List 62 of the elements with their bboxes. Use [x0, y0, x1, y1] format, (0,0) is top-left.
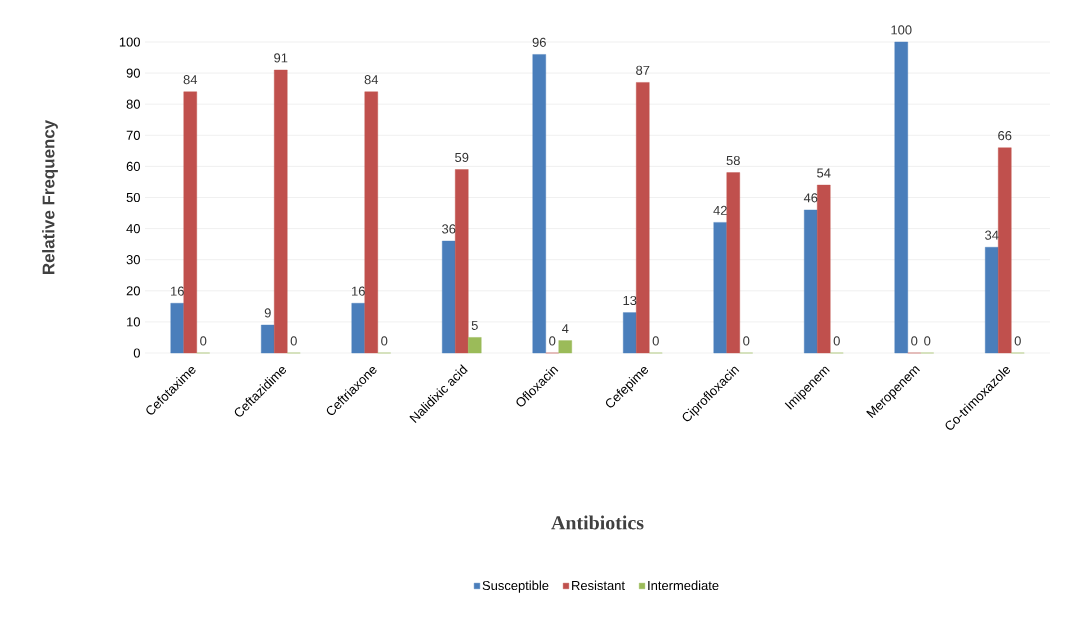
data-label: 96 — [532, 37, 546, 47]
bar — [894, 41, 908, 354]
data-label: 0 — [911, 336, 918, 346]
bar — [636, 82, 650, 354]
bar — [726, 172, 740, 354]
legend-label: Intermediate — [648, 580, 719, 591]
y-axis-title: Relative Frequency — [42, 119, 58, 275]
y-tick-label: 80 — [126, 99, 140, 109]
data-label: 5 — [471, 320, 478, 330]
data-label: 54 — [817, 168, 831, 178]
bar — [183, 91, 197, 354]
y-tick-label: 70 — [126, 130, 140, 140]
data-label: 0 — [1014, 336, 1021, 346]
bar — [170, 303, 184, 354]
y-tick-label: 30 — [126, 255, 140, 265]
data-label: 84 — [364, 75, 379, 85]
bar — [468, 337, 482, 354]
bar — [985, 247, 999, 354]
y-tick-label: 40 — [126, 224, 140, 234]
data-label: 66 — [998, 131, 1012, 141]
data-label: 9 — [264, 308, 271, 318]
bar — [804, 209, 818, 354]
data-label: 42 — [713, 205, 727, 215]
bar — [261, 324, 275, 354]
y-tick-label: 60 — [126, 161, 140, 171]
y-tick-label: 50 — [126, 192, 140, 203]
bar — [532, 54, 546, 354]
bar — [364, 91, 378, 354]
bar — [817, 184, 831, 354]
y-tick-label: 90 — [126, 68, 140, 78]
data-label: 0 — [743, 336, 750, 346]
legend-label: Resistant — [572, 580, 625, 591]
data-label: 0 — [549, 336, 556, 346]
data-label: 0 — [290, 336, 297, 346]
bar — [558, 340, 572, 354]
data-label: 16 — [171, 286, 184, 296]
y-tick-label: 10 — [127, 317, 140, 327]
y-tick-label: 20 — [126, 286, 140, 296]
x-axis-title: Antibiotics — [551, 515, 644, 530]
data-label: 16 — [352, 286, 365, 296]
data-label: 0 — [652, 336, 659, 346]
data-label: 4 — [561, 324, 569, 334]
data-label: 100 — [891, 25, 912, 35]
data-label: 58 — [726, 155, 740, 166]
bar — [351, 303, 365, 354]
legend-label: Susceptible — [482, 580, 549, 593]
bar — [623, 312, 637, 354]
data-label: 0 — [200, 336, 207, 346]
data-label: 87 — [636, 65, 650, 75]
data-label: 84 — [183, 75, 198, 85]
data-label: 0 — [833, 336, 840, 346]
data-label: 0 — [381, 336, 388, 346]
data-label: 0 — [924, 336, 931, 346]
data-label: 91 — [274, 53, 288, 63]
y-tick-label: 0 — [133, 348, 140, 358]
bar — [713, 222, 727, 354]
bar — [274, 69, 288, 354]
bar — [998, 147, 1012, 354]
bar — [442, 240, 456, 354]
y-tick-label: 100 — [119, 37, 140, 47]
data-label: 59 — [455, 152, 469, 162]
bar — [455, 169, 469, 354]
